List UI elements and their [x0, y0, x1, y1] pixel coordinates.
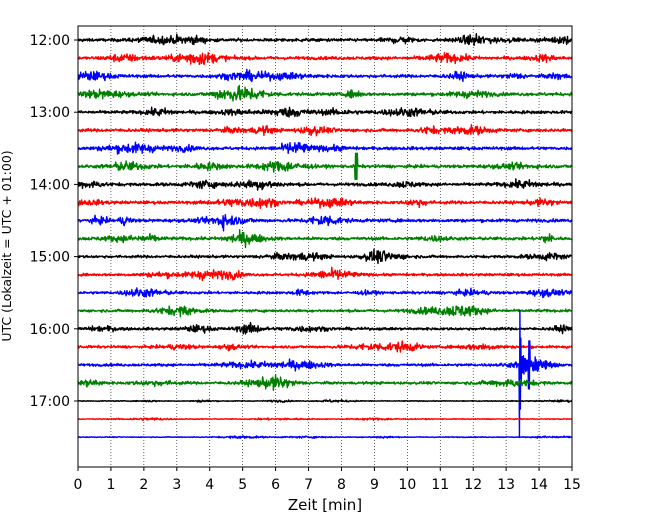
x-tick-label: 8	[337, 477, 346, 493]
x-tick-label: 7	[304, 477, 313, 493]
x-tick-label: 2	[139, 477, 148, 493]
trace-10	[77, 197, 573, 209]
y-axis-label: UTC (Lokalzeit = UTC + 01:00)	[0, 150, 14, 341]
trace-6	[77, 124, 573, 137]
x-tick-label: 1	[106, 477, 115, 493]
y-axis: 12:00 13:00 14:00 15:00 16:00 17:00	[30, 33, 78, 410]
x-tick-label: 13	[497, 477, 515, 493]
x-tick-label: 5	[238, 477, 247, 493]
trace-4	[77, 84, 573, 102]
x-tick-label: 12	[464, 477, 482, 493]
trace-22	[77, 417, 573, 422]
trace-8	[77, 152, 573, 181]
trace-5	[77, 106, 573, 118]
trace-13	[77, 248, 573, 265]
trace-3	[77, 68, 573, 83]
trace-12	[77, 228, 573, 249]
x-tick-label: 4	[205, 477, 214, 493]
trace-14	[77, 266, 573, 282]
x-tick-label: 3	[172, 477, 181, 493]
x-tick-label: 14	[530, 477, 548, 493]
trace-20	[77, 374, 573, 392]
trace-9	[77, 178, 573, 191]
x-axis: 0 1 2 3 4 5 6 7 8 9 10 11 12 13 14 15	[74, 467, 581, 493]
trace-7	[77, 141, 573, 155]
trace-19	[77, 310, 573, 438]
y-tick-label: 16:00	[30, 322, 70, 338]
trace-21	[77, 398, 573, 404]
y-tick-label: 17:00	[30, 394, 70, 410]
trace-2	[77, 52, 573, 66]
trace-18	[77, 340, 573, 353]
y-tick-label: 14:00	[30, 177, 70, 193]
seismogram-traces	[77, 33, 573, 440]
trace-16	[77, 305, 573, 318]
y-tick-label: 13:00	[30, 105, 70, 121]
x-axis-label: Zeit [min]	[288, 496, 362, 514]
trace-11	[77, 214, 573, 232]
x-tick-label: 9	[370, 477, 379, 493]
x-tick-label: 0	[74, 477, 83, 493]
x-tick-label: 15	[563, 477, 581, 493]
x-tick-label: 11	[431, 477, 449, 493]
trace-17	[77, 321, 573, 335]
y-tick-label: 12:00	[30, 33, 70, 49]
trace-15	[77, 287, 573, 299]
plot-frame	[77, 25, 573, 468]
trace-1	[77, 33, 573, 47]
trace-23	[77, 435, 573, 440]
x-tick-label: 6	[271, 477, 280, 493]
x-tick-label: 10	[398, 477, 416, 493]
y-tick-label: 15:00	[30, 250, 70, 266]
